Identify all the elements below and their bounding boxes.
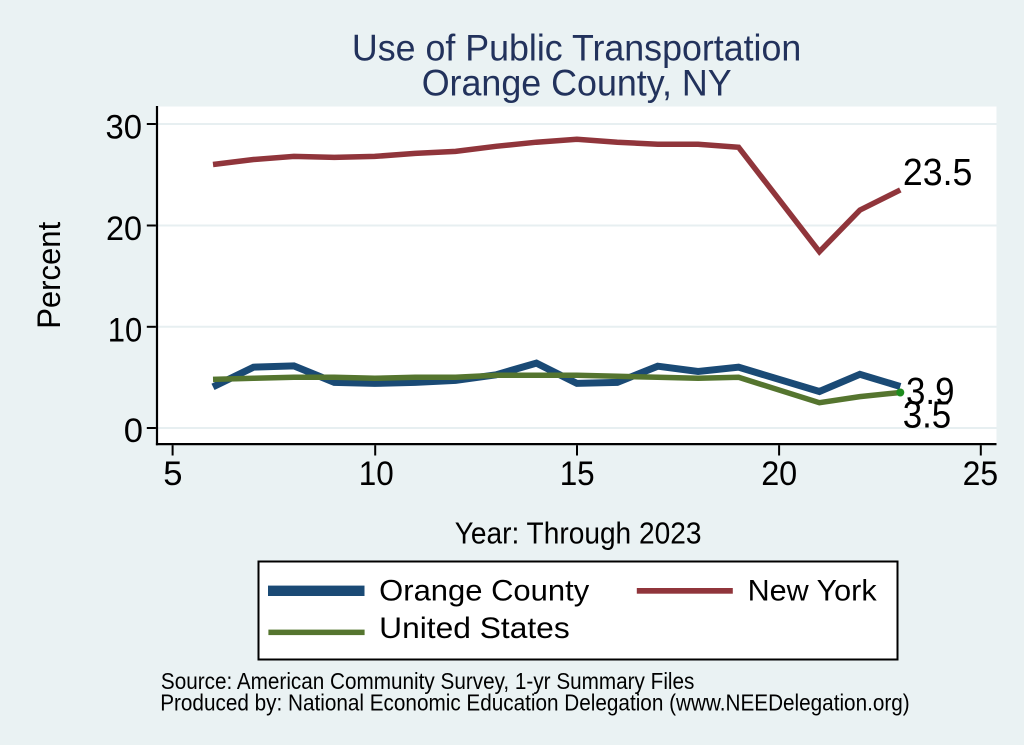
svg-text:5: 5 [163,455,182,493]
svg-text:Use of Public Transportation: Use of Public Transportation [352,27,801,69]
svg-text:3.9: 3.9 [906,371,955,413]
svg-text:20: 20 [106,210,142,248]
svg-text:Orange County: Orange County [379,574,589,607]
svg-text:15: 15 [560,455,595,493]
svg-text:Orange County, NY: Orange County, NY [422,62,732,104]
svg-text:10: 10 [108,311,143,349]
svg-text:New York: New York [748,574,878,607]
svg-text:3.5: 3.5 [903,395,952,437]
svg-text:Year: Through 2023: Year: Through 2023 [455,515,702,550]
svg-text:Produced by: National Economic: Produced by: National Economic Education… [160,689,910,715]
svg-text:Source: American Community Sur: Source: American Community Survey, 1-yr … [161,668,695,694]
svg-text:25: 25 [963,455,999,493]
svg-text:20: 20 [761,455,797,493]
svg-text:10: 10 [359,455,394,493]
svg-text:23.5: 23.5 [903,152,973,194]
svg-text:United States: United States [379,612,570,645]
svg-text:0: 0 [124,412,143,450]
svg-text:Percent: Percent [31,222,67,329]
svg-text:30: 30 [106,108,143,146]
